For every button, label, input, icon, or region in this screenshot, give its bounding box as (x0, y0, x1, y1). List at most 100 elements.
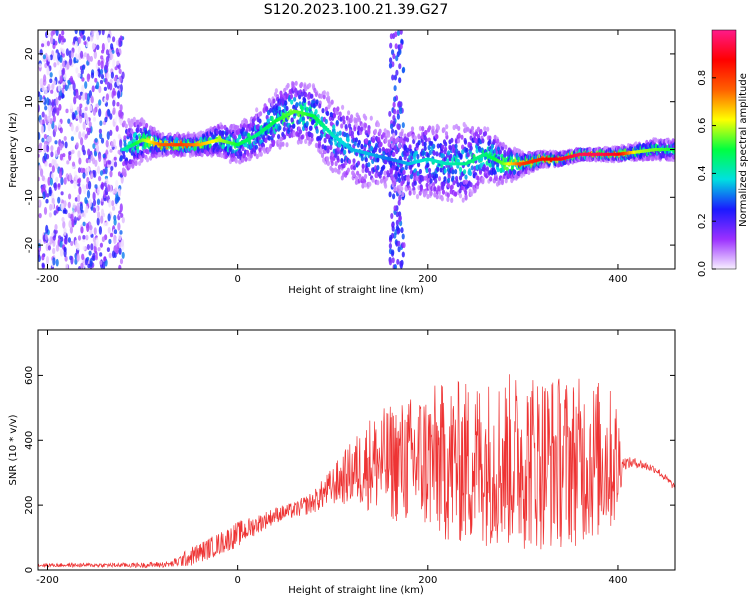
heat-cell (110, 43, 114, 50)
heat-cell (139, 127, 143, 134)
heat-cell (463, 139, 468, 145)
heat-cell (391, 257, 395, 264)
heat-cell (474, 137, 478, 144)
heat-cell (40, 78, 44, 83)
heat-cell (340, 123, 344, 129)
heat-cell (130, 128, 134, 134)
heat-cell (83, 41, 87, 46)
heat-cell (55, 97, 59, 106)
heat-cell (294, 80, 298, 86)
heat-cell (391, 225, 395, 232)
heat-cell (92, 157, 96, 165)
heat-cell (360, 143, 364, 149)
heat-cell (84, 106, 88, 111)
heat-cell (79, 116, 83, 124)
heat-cell (332, 124, 336, 130)
heat-cell (423, 175, 427, 181)
snr-xtick-label: -200 (36, 575, 59, 586)
heat-cell (428, 149, 432, 156)
heat-cell (54, 140, 58, 145)
heat-cell (92, 117, 97, 122)
heat-cell (326, 160, 331, 167)
heat-cell (423, 145, 427, 151)
heat-cell (79, 203, 83, 212)
heat-cell (41, 175, 45, 182)
heat-cell (101, 236, 105, 243)
heat-cell (109, 129, 113, 136)
heat-cell (400, 227, 404, 234)
heat-cell (384, 183, 388, 189)
heat-cell (140, 157, 144, 163)
heat-cell (396, 30, 401, 36)
heat-cell (38, 131, 41, 141)
heat-cell (191, 150, 195, 156)
heat-cell (435, 134, 439, 140)
heat-cell (57, 206, 61, 212)
heat-cell (41, 86, 45, 92)
heat-cell (291, 81, 295, 87)
heat-cell (433, 192, 437, 198)
heat-cell (43, 206, 48, 215)
heat-cell (371, 177, 375, 183)
heat-cell (92, 43, 96, 50)
heat-cell (70, 179, 74, 184)
heat-cell (86, 244, 90, 250)
heat-cell (367, 162, 371, 168)
heat-cell (424, 137, 428, 143)
heat-cell (464, 174, 468, 180)
heat-cell (501, 142, 505, 148)
heat-cell (48, 186, 52, 195)
heat-cell (124, 123, 128, 129)
spectrogram-ytick-label: 10 (24, 95, 35, 108)
heat-cell (489, 176, 493, 182)
heat-cell (432, 150, 436, 156)
heat-cell (77, 150, 81, 158)
heat-cell (85, 234, 89, 241)
heat-cell (47, 83, 51, 91)
heat-cell (100, 74, 105, 80)
heat-cell (88, 250, 92, 256)
heat-cell (49, 236, 53, 245)
heat-cell (108, 238, 112, 245)
heat-cell (60, 176, 64, 186)
heat-cell (225, 127, 229, 133)
heat-cell (46, 97, 50, 106)
heat-cell (401, 191, 405, 197)
heat-cell (118, 41, 122, 48)
heat-cell (86, 166, 90, 172)
heat-cell (113, 77, 117, 82)
heat-cell (419, 186, 423, 192)
heat-cell (61, 30, 65, 36)
heat-cell (496, 162, 500, 168)
heat-cell (43, 144, 47, 153)
heat-cell (52, 235, 56, 241)
heat-cell (588, 147, 592, 153)
heat-cell (446, 158, 450, 164)
heat-cell (323, 137, 327, 144)
heat-cell (46, 40, 51, 47)
heat-cell (85, 205, 89, 214)
heat-cell (146, 149, 150, 155)
heat-cell (387, 139, 391, 145)
heat-cell (379, 141, 383, 147)
heat-cell (66, 160, 70, 165)
heat-cell (245, 150, 250, 156)
heat-cell (94, 150, 98, 157)
heat-cell (447, 150, 451, 156)
heat-cell (101, 30, 105, 36)
heat-cell (389, 169, 393, 175)
heat-cell (393, 205, 397, 212)
heat-cell (121, 149, 126, 156)
heat-cell (325, 156, 330, 162)
heat-cell (344, 124, 348, 130)
heat-cell (453, 191, 458, 197)
heat-cell (405, 147, 409, 153)
heat-cell (236, 138, 240, 144)
heat-cell (436, 166, 440, 172)
heat-cell (392, 132, 396, 138)
heat-cell (107, 109, 111, 117)
heat-cell (368, 170, 372, 176)
heat-cell (152, 126, 156, 132)
heat-cell (49, 54, 54, 61)
heat-cell (353, 126, 357, 132)
